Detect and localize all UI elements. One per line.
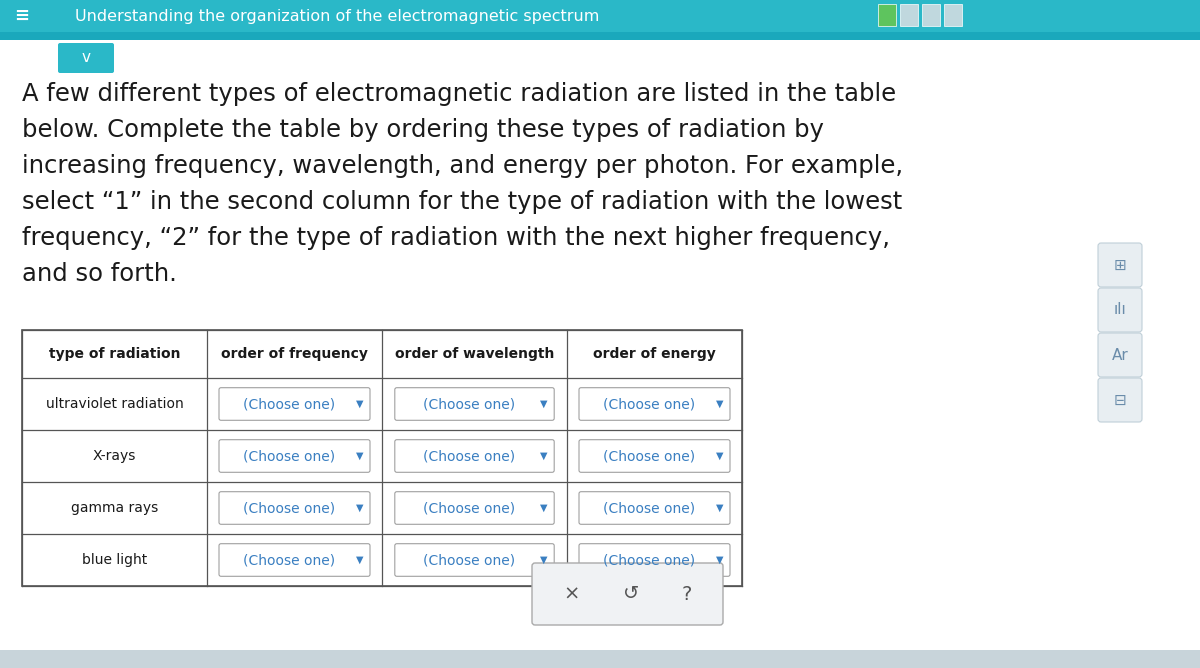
FancyBboxPatch shape — [22, 330, 742, 586]
Text: X-rays: X-rays — [92, 449, 136, 463]
Text: (Choose one): (Choose one) — [604, 397, 696, 411]
Text: ?: ? — [682, 584, 692, 603]
Text: order of wavelength: order of wavelength — [395, 347, 554, 361]
Text: order of energy: order of energy — [593, 347, 716, 361]
Text: (Choose one): (Choose one) — [604, 553, 696, 567]
FancyBboxPatch shape — [900, 4, 918, 26]
Text: ▼: ▼ — [540, 503, 548, 513]
FancyBboxPatch shape — [395, 544, 554, 576]
Text: ▼: ▼ — [716, 555, 724, 565]
FancyBboxPatch shape — [0, 32, 1200, 40]
Text: select “1” in the second column for the type of radiation with the lowest: select “1” in the second column for the … — [22, 190, 902, 214]
FancyBboxPatch shape — [395, 492, 554, 524]
Text: blue light: blue light — [82, 553, 148, 567]
FancyBboxPatch shape — [580, 544, 730, 576]
Text: ▼: ▼ — [356, 555, 364, 565]
FancyBboxPatch shape — [1098, 378, 1142, 422]
Text: (Choose one): (Choose one) — [604, 501, 696, 515]
FancyBboxPatch shape — [220, 544, 370, 576]
FancyBboxPatch shape — [220, 440, 370, 472]
Text: A few different types of electromagnetic radiation are listed in the table: A few different types of electromagnetic… — [22, 82, 896, 106]
Text: ▼: ▼ — [356, 503, 364, 513]
Text: gamma rays: gamma rays — [71, 501, 158, 515]
Text: ▼: ▼ — [716, 503, 724, 513]
Text: ×: × — [564, 584, 580, 603]
Text: v: v — [82, 51, 90, 65]
Text: ılı: ılı — [1114, 303, 1127, 317]
Text: ≡: ≡ — [14, 7, 30, 25]
FancyBboxPatch shape — [878, 4, 896, 26]
Text: ▼: ▼ — [540, 451, 548, 461]
Text: (Choose one): (Choose one) — [424, 449, 516, 463]
Text: (Choose one): (Choose one) — [424, 553, 516, 567]
Text: (Choose one): (Choose one) — [424, 501, 516, 515]
Text: (Choose one): (Choose one) — [244, 553, 336, 567]
FancyBboxPatch shape — [580, 492, 730, 524]
Text: ▼: ▼ — [540, 399, 548, 409]
FancyBboxPatch shape — [922, 4, 940, 26]
Text: below. Complete the table by ordering these types of radiation by: below. Complete the table by ordering th… — [22, 118, 824, 142]
FancyBboxPatch shape — [395, 387, 554, 420]
Text: (Choose one): (Choose one) — [244, 501, 336, 515]
Text: (Choose one): (Choose one) — [604, 449, 696, 463]
FancyBboxPatch shape — [1098, 333, 1142, 377]
FancyBboxPatch shape — [0, 0, 1200, 32]
Text: ⊟: ⊟ — [1114, 393, 1127, 407]
Text: ultraviolet radiation: ultraviolet radiation — [46, 397, 184, 411]
FancyBboxPatch shape — [944, 4, 962, 26]
Text: (Choose one): (Choose one) — [424, 397, 516, 411]
FancyBboxPatch shape — [0, 650, 1200, 668]
Text: frequency, “2” for the type of radiation with the next higher frequency,: frequency, “2” for the type of radiation… — [22, 226, 890, 250]
Text: Ar: Ar — [1111, 347, 1128, 363]
FancyBboxPatch shape — [580, 440, 730, 472]
FancyBboxPatch shape — [532, 563, 722, 625]
Text: ▼: ▼ — [540, 555, 548, 565]
Text: increasing frequency, wavelength, and energy per photon. For example,: increasing frequency, wavelength, and en… — [22, 154, 904, 178]
Text: ↺: ↺ — [623, 584, 640, 603]
FancyBboxPatch shape — [1098, 288, 1142, 332]
Text: ▼: ▼ — [356, 451, 364, 461]
FancyBboxPatch shape — [220, 387, 370, 420]
Text: and so forth.: and so forth. — [22, 262, 176, 286]
FancyBboxPatch shape — [220, 492, 370, 524]
Text: (Choose one): (Choose one) — [244, 449, 336, 463]
Text: type of radiation: type of radiation — [49, 347, 180, 361]
FancyBboxPatch shape — [395, 440, 554, 472]
Text: ⊞: ⊞ — [1114, 257, 1127, 273]
Text: Understanding the organization of the electromagnetic spectrum: Understanding the organization of the el… — [74, 9, 599, 23]
Text: (Choose one): (Choose one) — [244, 397, 336, 411]
Text: ▼: ▼ — [356, 399, 364, 409]
FancyBboxPatch shape — [1098, 243, 1142, 287]
FancyBboxPatch shape — [58, 43, 114, 73]
Text: order of frequency: order of frequency — [221, 347, 368, 361]
Text: ▼: ▼ — [716, 451, 724, 461]
FancyBboxPatch shape — [580, 387, 730, 420]
Text: ▼: ▼ — [716, 399, 724, 409]
